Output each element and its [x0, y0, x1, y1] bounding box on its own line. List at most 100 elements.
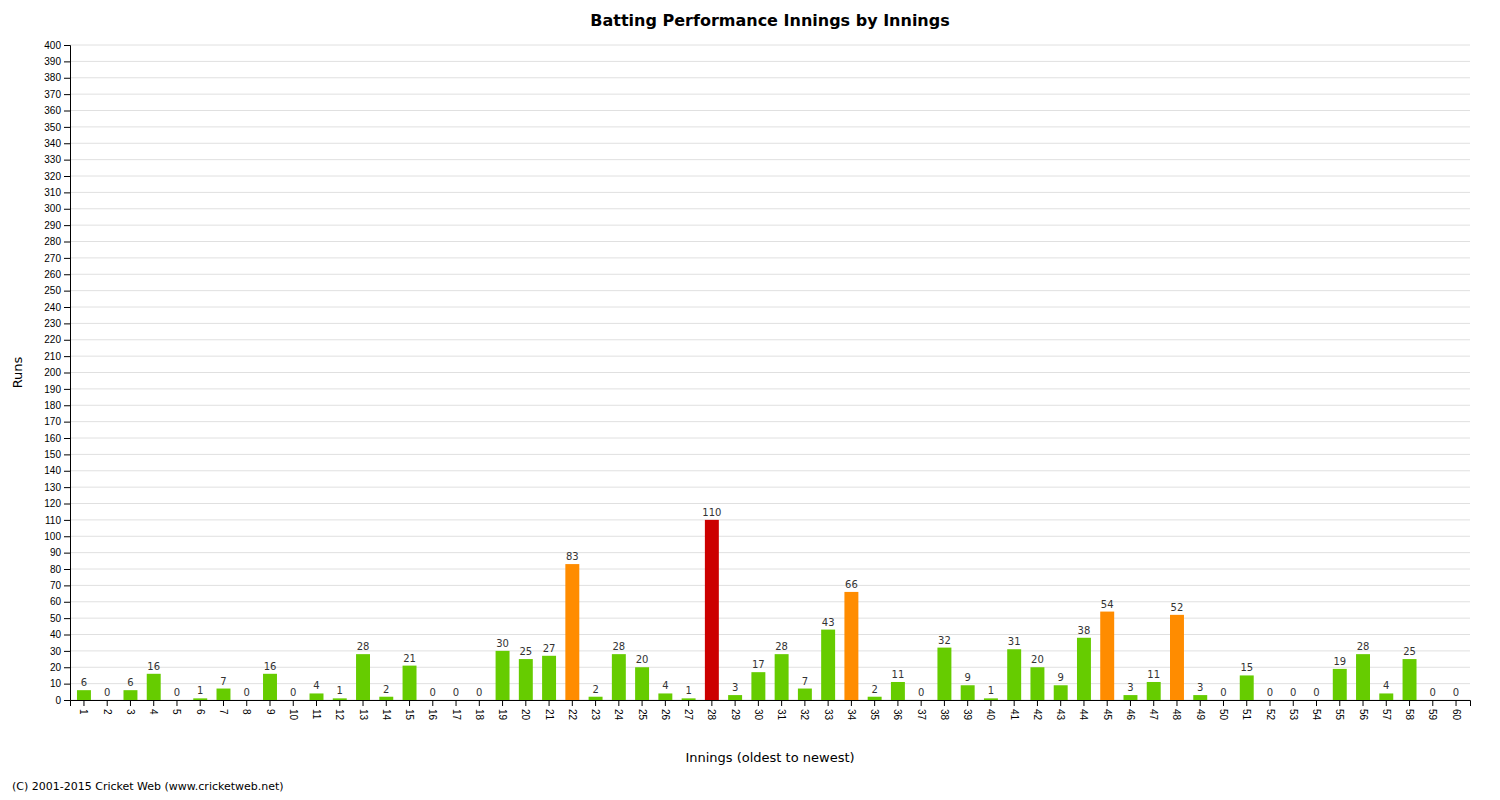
tick-label: 47 — [1148, 709, 1159, 721]
bar — [100, 700, 114, 701]
tick-label: 30 — [50, 646, 62, 657]
y-tick: 230 — [44, 318, 70, 329]
x-tick: 9 — [265, 700, 276, 715]
tick-label: 32 — [799, 709, 810, 721]
y-tick: 380 — [44, 72, 70, 83]
tick-label: 2 — [102, 709, 113, 715]
data-label: 30 — [496, 638, 509, 649]
tick-mark — [64, 700, 70, 701]
x-tick: 50 — [1218, 700, 1229, 721]
tick-label: 360 — [44, 105, 61, 116]
tick-label: 270 — [44, 253, 61, 264]
tick-mark — [64, 389, 70, 390]
y-tick: 390 — [44, 56, 70, 67]
bar — [1333, 669, 1347, 700]
tick-mark — [1060, 700, 1061, 706]
x-tick: 21 — [544, 700, 555, 721]
tick-mark — [246, 700, 247, 706]
tick-mark — [64, 274, 70, 275]
tick-mark — [1223, 700, 1224, 706]
y-tick: 280 — [44, 236, 70, 247]
y-tick: 10 — [50, 678, 70, 689]
tick-label: 180 — [44, 400, 61, 411]
bar — [217, 689, 231, 700]
bar — [1030, 667, 1044, 700]
tick-label: 6 — [195, 709, 206, 715]
tick-label: 170 — [44, 416, 61, 427]
bar — [519, 659, 533, 700]
tick-label: 38 — [939, 709, 950, 721]
tick-mark — [944, 700, 945, 706]
x-tick: 58 — [1404, 700, 1415, 721]
bar — [868, 697, 882, 700]
y-tick: 80 — [50, 564, 70, 575]
tick-mark — [874, 700, 875, 706]
y-tick: 400 — [44, 40, 70, 51]
data-label: 0 — [1453, 687, 1459, 698]
tick-label: 380 — [44, 72, 61, 83]
bar — [472, 700, 486, 701]
data-label: 32 — [938, 635, 951, 646]
tick-label: 56 — [1358, 709, 1369, 721]
tick-label: 55 — [1334, 709, 1345, 721]
bar — [635, 667, 649, 700]
y-tick: 130 — [44, 482, 70, 493]
tick-mark — [1363, 700, 1364, 706]
tick-mark — [64, 651, 70, 652]
data-label: 27 — [543, 643, 556, 654]
y-tick: 110 — [45, 515, 70, 526]
x-tick: 28 — [706, 700, 717, 721]
x-tick: 46 — [1125, 700, 1136, 721]
tick-mark — [1176, 700, 1177, 706]
tick-label: 240 — [44, 302, 61, 313]
bar — [240, 700, 254, 701]
tick-mark — [758, 700, 759, 706]
x-tick: 13 — [358, 700, 369, 721]
y-tick: 150 — [44, 449, 70, 460]
tick-mark — [64, 405, 70, 406]
x-tick: 42 — [1032, 700, 1043, 721]
tick-label: 10 — [50, 678, 62, 689]
tick-mark — [1456, 700, 1457, 706]
x-tick: 59 — [1427, 700, 1438, 721]
bar — [682, 698, 696, 700]
tick-label: 43 — [1055, 709, 1066, 721]
x-tick: 33 — [823, 700, 834, 721]
bar — [589, 697, 603, 700]
y-axis: 0102030405060708090100110120130140150160… — [44, 40, 70, 706]
data-label: 110 — [702, 507, 721, 518]
data-label: 0 — [1220, 687, 1226, 698]
tick-mark — [64, 356, 70, 357]
data-label: 28 — [1357, 641, 1370, 652]
data-label: 2 — [592, 684, 598, 695]
x-tick: 10 — [288, 700, 299, 721]
data-label: 0 — [244, 687, 250, 698]
y-tick: 320 — [44, 171, 70, 182]
grid-line — [70, 126, 1470, 127]
grid-line — [70, 438, 1470, 439]
tick-label: 44 — [1078, 709, 1089, 721]
tick-label: 22 — [567, 709, 578, 721]
tick-mark — [64, 373, 70, 374]
tick-label: 35 — [869, 709, 880, 721]
tick-mark — [990, 700, 991, 706]
tick-mark — [1107, 700, 1108, 706]
data-label: 0 — [453, 687, 459, 698]
tick-mark — [316, 700, 317, 706]
tick-label: 34 — [846, 709, 857, 721]
data-label: 1 — [197, 685, 203, 696]
data-label: 1 — [337, 685, 343, 696]
x-tick: 17 — [451, 700, 462, 721]
tick-mark — [64, 323, 70, 324]
y-tick: 140 — [44, 465, 70, 476]
tick-label: 90 — [50, 547, 62, 558]
tick-mark — [525, 700, 526, 706]
tick-mark — [711, 700, 712, 706]
bar — [1147, 682, 1161, 700]
data-label: 4 — [313, 680, 319, 691]
bar — [612, 654, 626, 700]
x-tick: 35 — [869, 700, 880, 721]
grid-line — [70, 683, 1470, 684]
y-tick: 350 — [44, 122, 70, 133]
tick-label: 390 — [44, 56, 61, 67]
